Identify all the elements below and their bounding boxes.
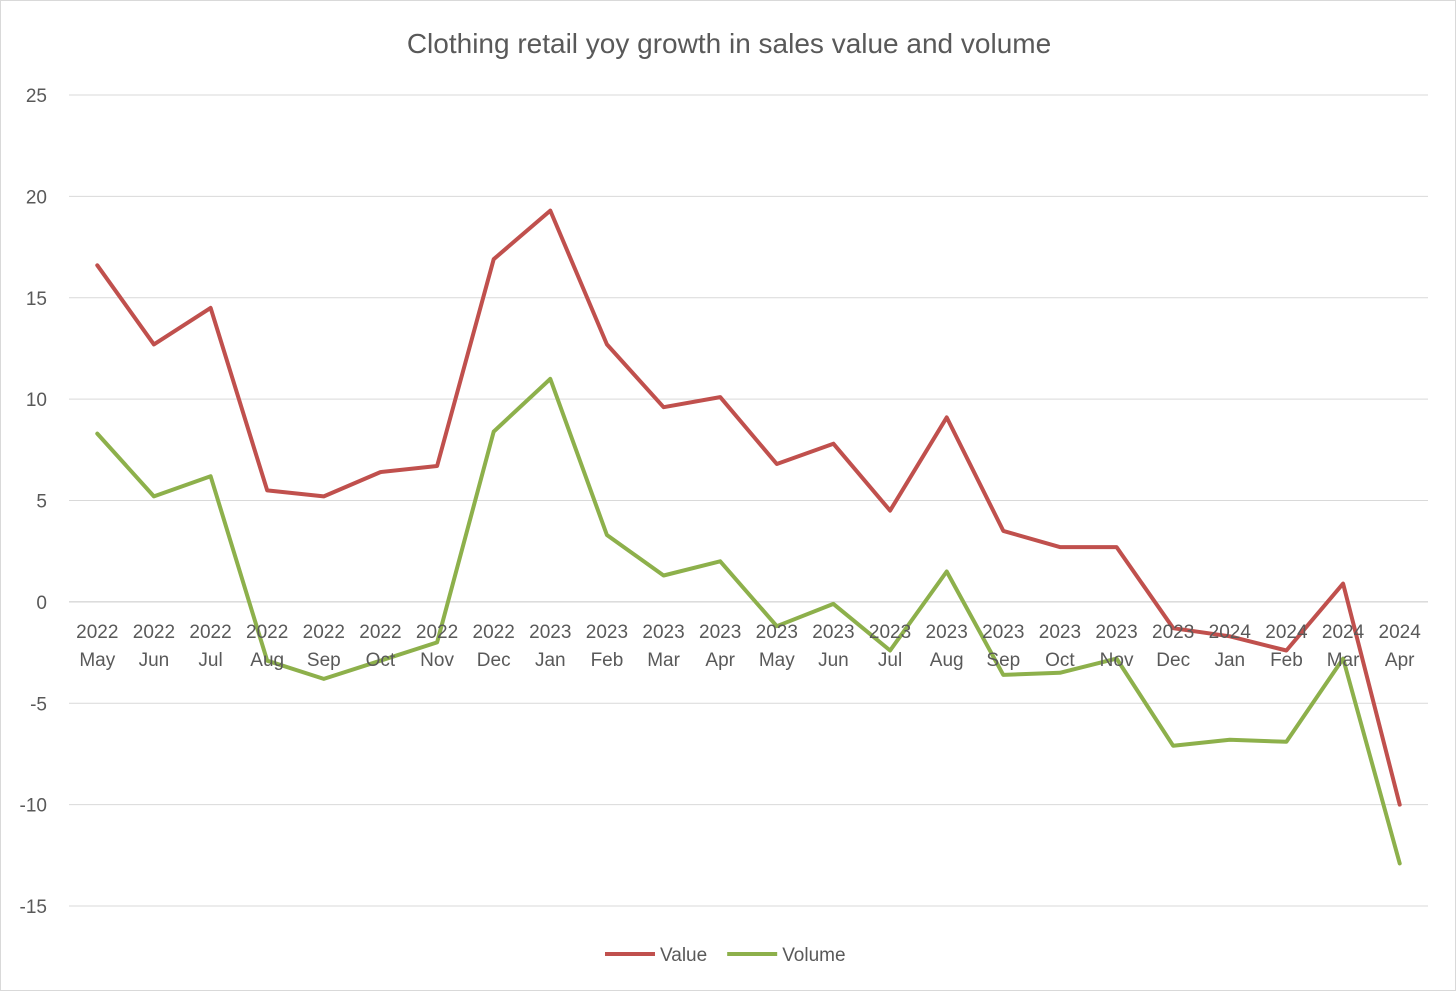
y-axis-ticks: -15 -10 -5 0 5 10 15 20 25 bbox=[20, 86, 47, 918]
series-line-volume bbox=[95, 376, 1402, 866]
x-tick-month: Mar bbox=[1327, 650, 1360, 671]
y-tick-label: 5 bbox=[36, 492, 47, 513]
legend-label-value: Value bbox=[660, 945, 707, 966]
x-tick-year: 2023 bbox=[756, 622, 798, 643]
x-tick-year: 2023 bbox=[642, 622, 684, 643]
x-tick-year: 2023 bbox=[982, 622, 1024, 643]
x-tick-month: May bbox=[79, 650, 115, 671]
x-tick-month: Aug bbox=[930, 650, 964, 671]
y-tick-label: 10 bbox=[26, 390, 47, 411]
x-tick-month: Jan bbox=[535, 650, 566, 671]
x-tick-month: Sep bbox=[986, 650, 1020, 671]
chart-title: Clothing retail yoy growth in sales valu… bbox=[407, 28, 1051, 59]
x-tick-month: Aug bbox=[250, 650, 284, 671]
x-tick-month: Feb bbox=[591, 650, 624, 671]
x-tick-month: Oct bbox=[1045, 650, 1075, 671]
y-tick-label: -5 bbox=[30, 694, 47, 715]
x-tick-month: Apr bbox=[1385, 650, 1415, 671]
x-tick-month: Nov bbox=[420, 650, 454, 671]
x-tick-month: Oct bbox=[366, 650, 396, 671]
x-tick-year: 2024 bbox=[1209, 622, 1252, 643]
x-tick-year: 2023 bbox=[1095, 622, 1137, 643]
legend: Value Volume bbox=[605, 945, 846, 966]
x-tick-month: Sep bbox=[307, 650, 341, 671]
x-tick-year: 2023 bbox=[926, 622, 968, 643]
x-tick-year: 2022 bbox=[359, 622, 401, 643]
x-tick-year: 2023 bbox=[1152, 622, 1194, 643]
x-tick-month: Jul bbox=[198, 650, 222, 671]
x-tick-month: Jul bbox=[878, 650, 902, 671]
series-line-value bbox=[95, 208, 1402, 807]
legend-label-volume: Volume bbox=[782, 945, 845, 966]
x-tick-month: Mar bbox=[647, 650, 680, 671]
x-tick-year: 2022 bbox=[246, 622, 288, 643]
x-tick-year: 2024 bbox=[1379, 622, 1422, 643]
x-tick-year: 2022 bbox=[133, 622, 175, 643]
x-tick-month: Jun bbox=[139, 650, 170, 671]
x-tick-year: 2022 bbox=[303, 622, 345, 643]
x-tick-year: 2023 bbox=[699, 622, 741, 643]
y-tick-label: 0 bbox=[36, 593, 47, 614]
x-tick-year: 2023 bbox=[529, 622, 571, 643]
x-tick-month: May bbox=[759, 650, 795, 671]
x-tick-year: 2024 bbox=[1265, 622, 1308, 643]
y-tick-label: 25 bbox=[26, 86, 47, 107]
x-tick-year: 2022 bbox=[189, 622, 231, 643]
x-tick-month: Feb bbox=[1270, 650, 1303, 671]
x-tick-year: 2022 bbox=[473, 622, 515, 643]
x-tick-month: Dec bbox=[1156, 650, 1190, 671]
x-tick-month: Apr bbox=[705, 650, 735, 671]
x-tick-month: Nov bbox=[1100, 650, 1134, 671]
y-tick-label: -15 bbox=[20, 897, 47, 918]
x-tick-year: 2023 bbox=[1039, 622, 1081, 643]
gridlines bbox=[69, 94, 1428, 907]
x-tick-month: Dec bbox=[477, 650, 511, 671]
x-tick-year: 2022 bbox=[416, 622, 458, 643]
y-tick-label: 15 bbox=[26, 289, 47, 310]
x-tick-year: 2022 bbox=[76, 622, 118, 643]
series-lines bbox=[95, 208, 1402, 866]
x-tick-year: 2023 bbox=[586, 622, 628, 643]
x-tick-month: Jun bbox=[818, 650, 849, 671]
x-tick-year: 2024 bbox=[1322, 622, 1365, 643]
y-tick-label: 20 bbox=[26, 187, 47, 208]
x-tick-year: 2023 bbox=[869, 622, 911, 643]
y-tick-label: -10 bbox=[20, 796, 47, 817]
x-tick-month: Jan bbox=[1214, 650, 1245, 671]
x-axis-ticks: 2022 May 2022 Jun 2022 Jul 2022 Aug 2022 Sep 2022 O… bbox=[76, 622, 1421, 671]
x-tick-year: 2023 bbox=[812, 622, 854, 643]
